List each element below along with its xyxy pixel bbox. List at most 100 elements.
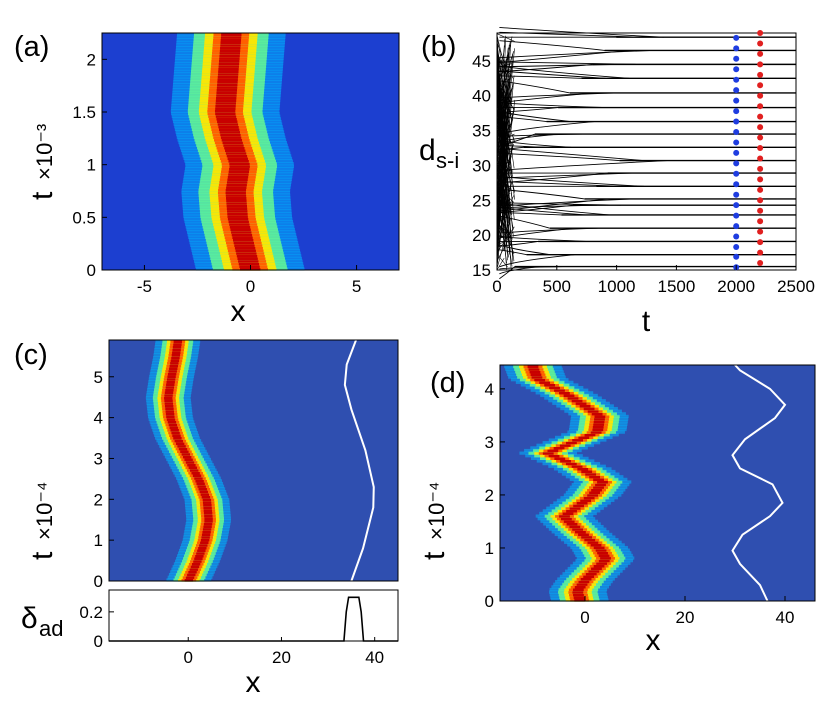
panel-b-red-point xyxy=(757,40,764,47)
panel-c-heat-row xyxy=(170,361,179,365)
panel-c-heat-row xyxy=(198,546,207,550)
panel-b-branch xyxy=(499,254,575,268)
panel-d-heat-row xyxy=(595,483,606,487)
panel-a-heat-row xyxy=(220,35,242,39)
panel-b-transient xyxy=(496,44,511,128)
panel-b-blue-point xyxy=(733,233,740,240)
panel-b-transient xyxy=(496,241,506,246)
panel-b-red-point xyxy=(757,71,764,78)
panel-c-heat-row xyxy=(175,441,185,446)
panel-b-red-point xyxy=(757,145,764,152)
panel-d-heat-row xyxy=(554,456,566,460)
panel-a-heat-row xyxy=(225,196,247,200)
panel-d-label: (d) xyxy=(430,367,465,399)
panel-c-heat-row xyxy=(165,406,174,411)
panel-c-heat-row xyxy=(172,350,181,354)
panel-c-xlabel: x xyxy=(246,666,261,699)
panel-a-heat-row xyxy=(231,233,253,237)
panel-d-ytick-label: 4 xyxy=(485,380,494,399)
panel-a-heat-row xyxy=(234,246,256,250)
panel-a-heat-row xyxy=(225,151,247,155)
panel-a-heat-row xyxy=(226,180,248,184)
panel-b-transient xyxy=(496,108,508,225)
panel-a-heat-row xyxy=(237,256,258,261)
panel-b-transient xyxy=(496,180,513,243)
panel-c-heat-row xyxy=(171,353,181,357)
panel-d-heat-row xyxy=(580,498,592,502)
panel-a-heat-row xyxy=(225,148,246,153)
panel-c-heat-row xyxy=(181,452,190,456)
panel-c-heat-row xyxy=(187,463,196,467)
panel-d-heat-row xyxy=(561,517,572,521)
panel-d-heat-row xyxy=(573,593,584,597)
panel-d-heat-row xyxy=(593,545,605,550)
panel-b-xtick-label: 2000 xyxy=(717,277,755,296)
panel-b-ytick-label: 15 xyxy=(472,261,491,280)
panel-b: 0 500 1000 1500 2000 2500 15 20 25 30 35 40 45 (b) t… xyxy=(419,26,815,338)
panel-d-heat-row xyxy=(587,409,599,413)
panel-c-heat-row xyxy=(168,423,178,427)
panel-a-heat-row xyxy=(227,209,248,213)
panel-d-xtick-label: 40 xyxy=(776,608,795,627)
panel-d-heat-row xyxy=(590,430,602,434)
panel-c-heat-row xyxy=(170,358,180,363)
panel-b-xtick-label: 2500 xyxy=(777,277,815,296)
panel-a-heat-row xyxy=(217,80,238,84)
panel-c-label: (c) xyxy=(14,339,48,371)
panel-c-ytick-label: 5 xyxy=(94,368,103,387)
panel-b-transient xyxy=(496,35,509,82)
panel-a-heat-row xyxy=(226,154,248,158)
panel-b-blue-point xyxy=(733,45,740,52)
panel-b-red-point xyxy=(757,249,764,256)
panel-d-heat-row xyxy=(585,572,597,576)
panel-d-heat-row xyxy=(572,587,584,592)
panel-c-heat-row xyxy=(201,495,211,499)
panel-a-ytick-label: 2 xyxy=(87,50,96,69)
panel-a-xtick-label: 0 xyxy=(246,277,255,296)
panel-d-heat-row xyxy=(592,425,604,429)
panel-a-heat-row xyxy=(221,138,243,142)
panel-d-heat-row xyxy=(580,577,592,581)
panel-d-heat-row xyxy=(573,595,585,599)
panel-d-heat-row xyxy=(547,448,559,453)
panel-c-heat-row xyxy=(195,554,204,558)
panel-d-heat-row xyxy=(587,493,598,497)
panel-d-xtick-label: 0 xyxy=(580,608,589,627)
panel-d-heat-row xyxy=(597,551,608,555)
panel-a-heat-row xyxy=(228,172,249,176)
panel-a-ytick-label: 0.5 xyxy=(72,208,96,227)
panel-c-heat-row xyxy=(165,385,175,389)
panel-b-red-point xyxy=(757,113,764,120)
panel-a-heat-row xyxy=(219,130,240,134)
panel-a-heat-row xyxy=(218,69,239,74)
panel-d-heat-row xyxy=(581,535,593,539)
panel-a-xtick-label: -5 xyxy=(137,277,152,296)
panel-a-heat-row xyxy=(236,251,257,255)
panel-a-heat-row xyxy=(216,85,238,89)
panel-d-heat-row xyxy=(559,443,571,447)
panel-c-heat-row xyxy=(173,342,182,346)
panel-c-heat-row xyxy=(167,372,177,376)
panel-a-heat-row xyxy=(219,56,240,60)
panel-d-heat-row xyxy=(598,553,610,558)
panel-b-ytick-label: 45 xyxy=(472,52,491,71)
panel-a-heat-row xyxy=(238,262,260,266)
panel-d-heat-row xyxy=(542,451,554,455)
panel-d-heat-row xyxy=(548,454,560,458)
panel-d-heat-row xyxy=(539,380,551,384)
panel-a-heat-row xyxy=(218,59,240,63)
panel-b-blue-point xyxy=(733,170,740,177)
panel-d-heat-row xyxy=(596,561,608,565)
panel-c-heat-row xyxy=(196,481,205,486)
panel-a-xlabel: x xyxy=(231,295,246,328)
panel-b-transient xyxy=(496,204,515,255)
panel-c-heat-row xyxy=(198,487,207,491)
panel-a-heat-row xyxy=(220,133,241,137)
panel-d-heat-row xyxy=(560,459,571,463)
panel-a-heat-row xyxy=(218,127,240,132)
panel-c-heat-row xyxy=(167,374,176,379)
panel-d-heat-row xyxy=(592,427,604,432)
panel-d-heat-row xyxy=(590,543,602,547)
panel-c-ylabel: t xyxy=(26,551,59,560)
panel-c-heat-row xyxy=(203,508,213,512)
